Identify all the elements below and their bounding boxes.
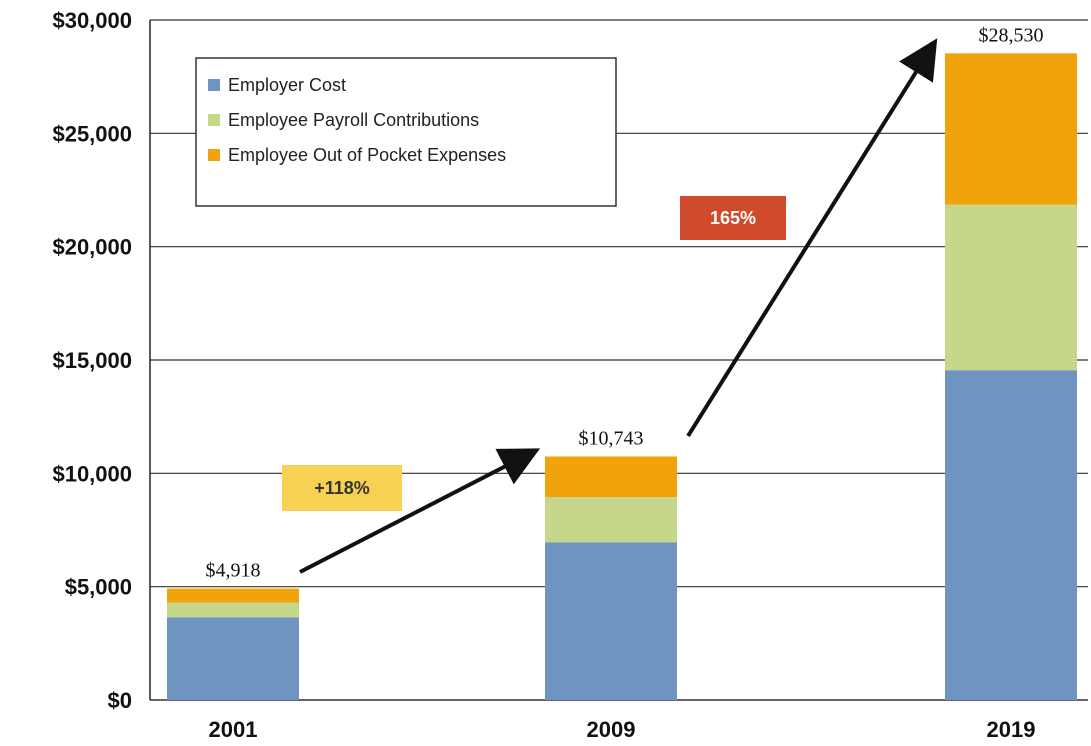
y-tick-label: $5,000	[65, 575, 132, 600]
bar-segment	[545, 497, 677, 543]
y-tick-label: $25,000	[52, 121, 132, 146]
legend-label: Employer Cost	[228, 75, 346, 95]
total-label: $28,530	[979, 24, 1044, 46]
bar-segment	[167, 617, 299, 700]
bars	[167, 53, 1077, 700]
growth-badge-label: +118%	[314, 478, 370, 498]
growth-arrow	[686, 38, 938, 438]
legend: Employer Cost Employee Payroll Contributi…	[195, 57, 617, 207]
total-label: $4,918	[206, 560, 261, 582]
y-tick-label: $0	[108, 688, 132, 713]
y-tick-label: $20,000	[52, 235, 132, 260]
growth-badge	[282, 465, 402, 511]
bar-segment	[945, 204, 1077, 371]
legend-swatch	[208, 114, 220, 126]
growth-badge	[680, 196, 786, 240]
y-axis-ticks: $0 $5,000 $10,000 $15,000 $20,000 $25,000 $30,…	[52, 8, 132, 713]
growth-badges: +118% 165%	[282, 196, 786, 511]
bar-segment	[167, 602, 299, 618]
y-tick-label: $30,000	[52, 8, 132, 33]
x-tick-label: 2001	[209, 717, 258, 742]
y-tick-label: $10,000	[52, 461, 132, 486]
legend-label: Employee Out of Pocket Expenses	[228, 145, 506, 165]
x-tick-label: 2019	[987, 717, 1036, 742]
total-labels: $4,918 $10,743 $28,530	[206, 24, 1044, 581]
x-axis-ticks: 2001 2009 2019	[209, 717, 1036, 742]
growth-arrows	[299, 38, 938, 574]
y-tick-label: $15,000	[52, 348, 132, 373]
legend-swatch	[208, 79, 220, 91]
bar-segment	[945, 370, 1077, 700]
total-label: $10,743	[579, 427, 644, 449]
legend-swatch	[208, 149, 220, 161]
bar-segment	[545, 542, 677, 700]
legend-box	[195, 57, 617, 207]
legend-label: Employee Payroll Contributions	[228, 110, 479, 130]
bar-segment	[945, 53, 1077, 205]
bar-segment	[545, 456, 677, 498]
bar-segment	[167, 588, 299, 603]
growth-badge-label: 165%	[710, 208, 756, 228]
growth-arrow	[299, 448, 541, 574]
x-tick-label: 2009	[587, 717, 636, 742]
